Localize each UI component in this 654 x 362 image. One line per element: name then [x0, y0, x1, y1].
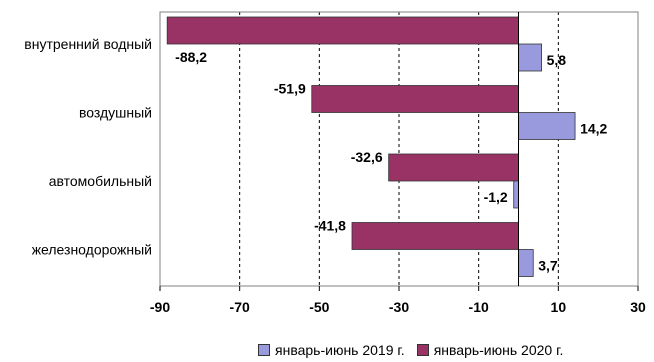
- bar: [518, 249, 534, 277]
- legend-item-2020: январь-июнь 2020 г.: [416, 342, 564, 358]
- bar: [518, 112, 576, 140]
- bar: [513, 180, 519, 209]
- data-label: -41,8: [314, 218, 346, 234]
- legend-swatch-2020: [416, 344, 429, 356]
- category-label: автомобильный: [49, 173, 152, 189]
- data-label: 3,7: [538, 258, 558, 274]
- data-label: -1,2: [484, 189, 508, 205]
- x-tick-label: -30: [389, 299, 409, 315]
- data-label: 5,8: [547, 52, 567, 68]
- legend: январь-июнь 2019 г. январь-июнь 2020 г.: [258, 340, 575, 360]
- x-tick-label: -90: [150, 299, 170, 315]
- data-label: 14,2: [580, 121, 607, 137]
- legend-swatch-2019: [258, 344, 270, 356]
- category-labels: внутренний водный воздушный автомобильный ж…: [24, 36, 152, 258]
- data-label: -88,2: [175, 49, 207, 65]
- x-tick-label: -10: [469, 299, 489, 315]
- bar: [311, 85, 519, 113]
- data-label: -32,6: [351, 149, 383, 165]
- x-tick-labels: -90 -70 -50 -30 -10 10 30: [150, 286, 646, 315]
- legend-label-2019: январь-июнь 2019 г.: [275, 342, 405, 358]
- category-label: воздушный: [79, 105, 152, 121]
- x-tick-label: 10: [551, 299, 567, 315]
- x-tick-label: -70: [230, 299, 250, 315]
- bars: [166, 16, 576, 277]
- data-labels: -88,2 5,8 -51,9 14,2 -32,6 -1,2 -41,8 3,7: [175, 49, 607, 274]
- bar: [388, 153, 519, 182]
- bar: [166, 16, 519, 45]
- category-label: железнодорожный: [32, 242, 152, 258]
- bar: [518, 43, 543, 72]
- data-label: -51,9: [274, 81, 306, 97]
- legend-item-2019: январь-июнь 2019 г.: [258, 342, 405, 358]
- category-label: внутренний водный: [24, 36, 152, 52]
- x-tick-label: -50: [309, 299, 329, 315]
- bar-chart: внутренний водный воздушный автомобильный ж…: [24, 11, 646, 315]
- x-tick-label: 30: [630, 299, 646, 315]
- bar: [351, 222, 519, 250]
- legend-label-2020: январь-июнь 2020 г.: [433, 342, 564, 358]
